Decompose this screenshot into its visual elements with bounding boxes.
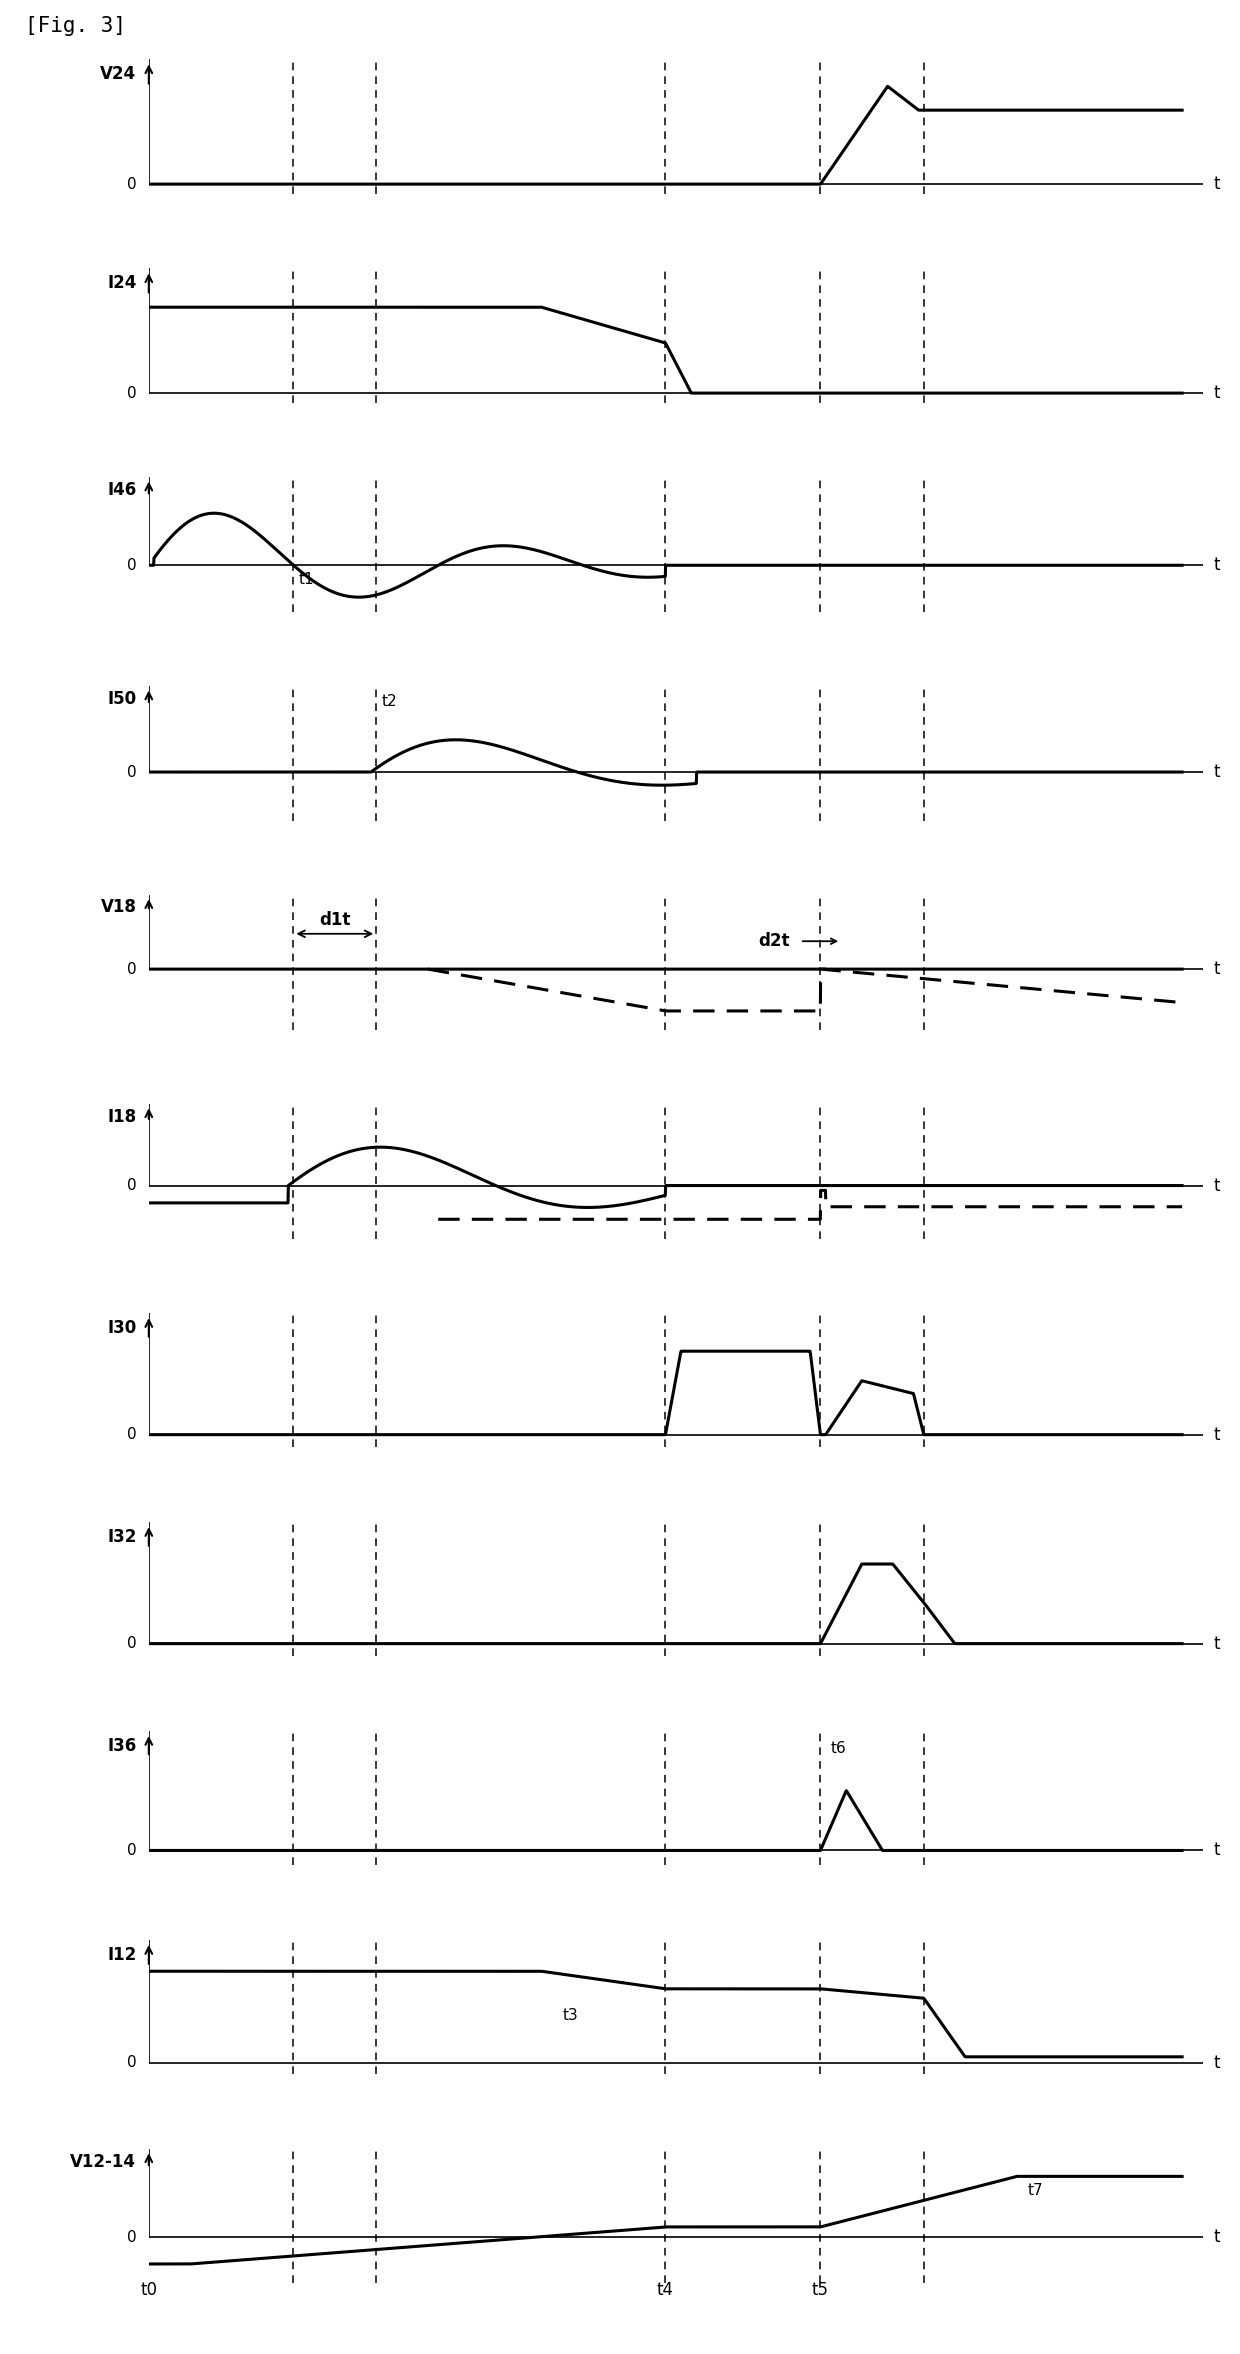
Text: t3: t3 [562, 2008, 578, 2024]
Text: 0: 0 [126, 386, 136, 400]
Text: 0: 0 [126, 177, 136, 191]
Text: [Fig. 3]: [Fig. 3] [25, 16, 125, 35]
Text: 0: 0 [126, 963, 136, 977]
Text: 0: 0 [126, 2229, 136, 2243]
Text: t: t [1213, 1427, 1220, 1443]
Text: 0: 0 [126, 1427, 136, 1443]
Text: t2: t2 [381, 694, 397, 709]
Text: t0: t0 [140, 2281, 157, 2300]
Text: 0: 0 [126, 765, 136, 779]
Text: 0: 0 [126, 1177, 136, 1193]
Text: t: t [1213, 556, 1220, 574]
Text: 0: 0 [126, 558, 136, 572]
Text: t: t [1213, 174, 1220, 193]
Text: V12-14: V12-14 [71, 2154, 136, 2170]
Text: I50: I50 [108, 690, 136, 709]
Text: I32: I32 [107, 1528, 136, 1547]
Text: t4: t4 [657, 2281, 675, 2300]
Text: V24: V24 [100, 66, 136, 82]
Text: d1t: d1t [319, 911, 351, 930]
Text: t6: t6 [831, 1742, 847, 1756]
Text: t5: t5 [812, 2281, 830, 2300]
Text: I30: I30 [107, 1318, 136, 1337]
Text: t: t [1213, 384, 1220, 403]
Text: I12: I12 [107, 1947, 136, 1963]
Text: d2t: d2t [758, 932, 790, 951]
Text: t: t [1213, 2227, 1220, 2246]
Text: t: t [1213, 1634, 1220, 1653]
Text: t: t [1213, 1177, 1220, 1193]
Text: V18: V18 [100, 899, 136, 916]
Text: 0: 0 [126, 2055, 136, 2069]
Text: t: t [1213, 1841, 1220, 1860]
Text: t: t [1213, 763, 1220, 782]
Text: t: t [1213, 960, 1220, 979]
Text: 0: 0 [126, 1636, 136, 1650]
Text: 0: 0 [126, 1843, 136, 1857]
Text: I24: I24 [107, 273, 136, 292]
Text: I46: I46 [107, 480, 136, 499]
Text: t7: t7 [1027, 2182, 1043, 2199]
Text: t1: t1 [299, 572, 314, 586]
Text: t: t [1213, 2053, 1220, 2072]
Text: I18: I18 [108, 1109, 136, 1125]
Text: I36: I36 [107, 1737, 136, 1754]
